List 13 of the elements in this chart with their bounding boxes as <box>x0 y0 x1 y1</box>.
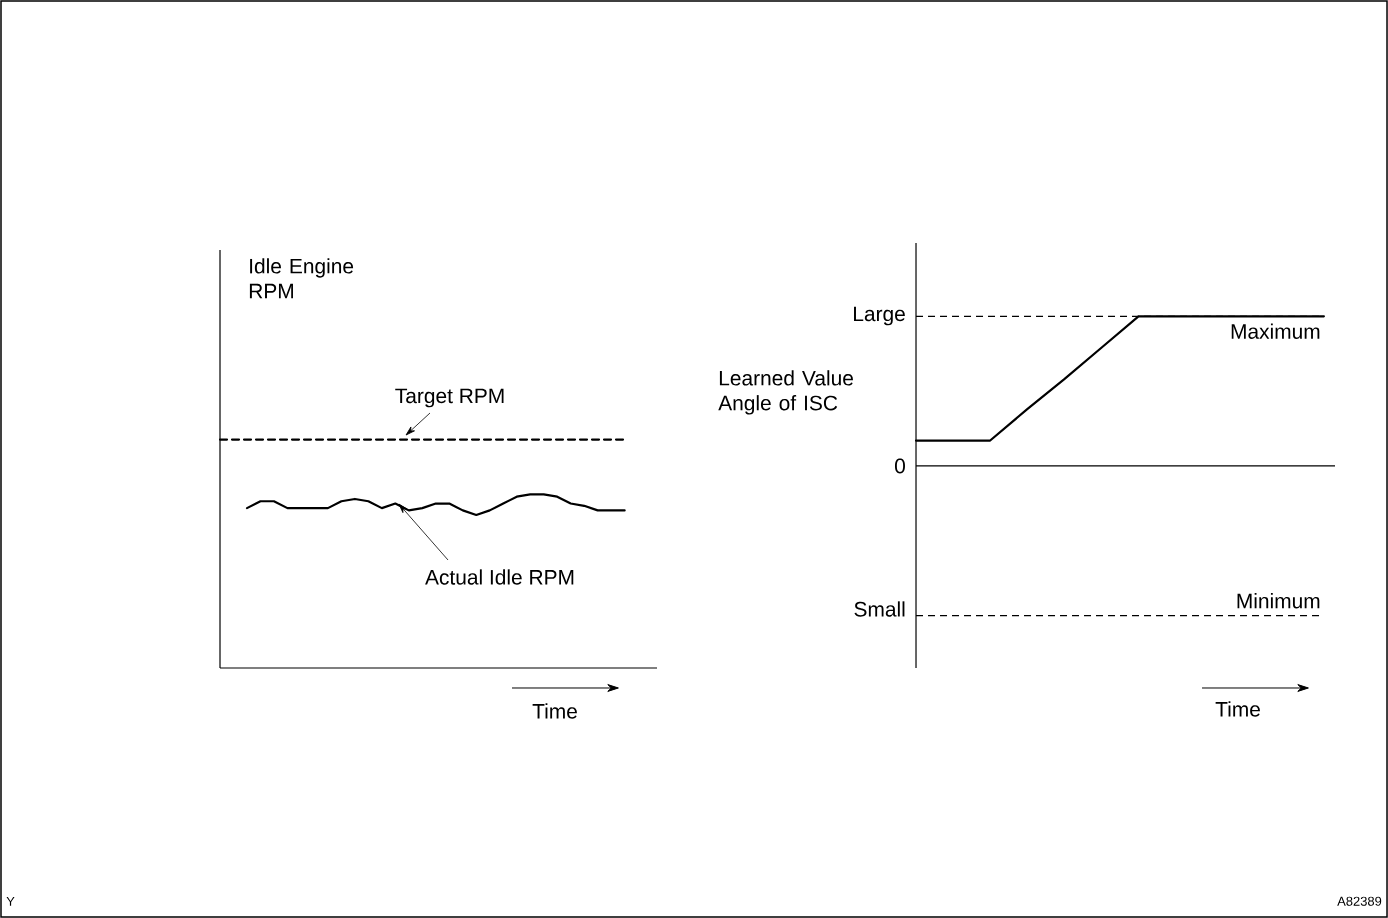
text: A82389 <box>1337 896 1382 906</box>
y-axis-title: Idle Engine RPM <box>249 258 354 299</box>
ref-line-label: Maximum <box>1231 323 1320 339</box>
text: Y <box>6 896 15 906</box>
text: Small <box>854 601 905 617</box>
text: 0 <box>894 458 905 474</box>
x-axis-title: Time <box>1215 701 1260 717</box>
text: Large <box>854 306 905 326</box>
ref-line-label: Minimum <box>1237 593 1320 609</box>
y-axis-title: Learned Value Angle of ISC <box>718 370 853 415</box>
text: Actual Idle RPM <box>425 569 574 585</box>
x-axis-title: Time <box>532 703 577 719</box>
series-label: Target RPM <box>395 388 504 408</box>
